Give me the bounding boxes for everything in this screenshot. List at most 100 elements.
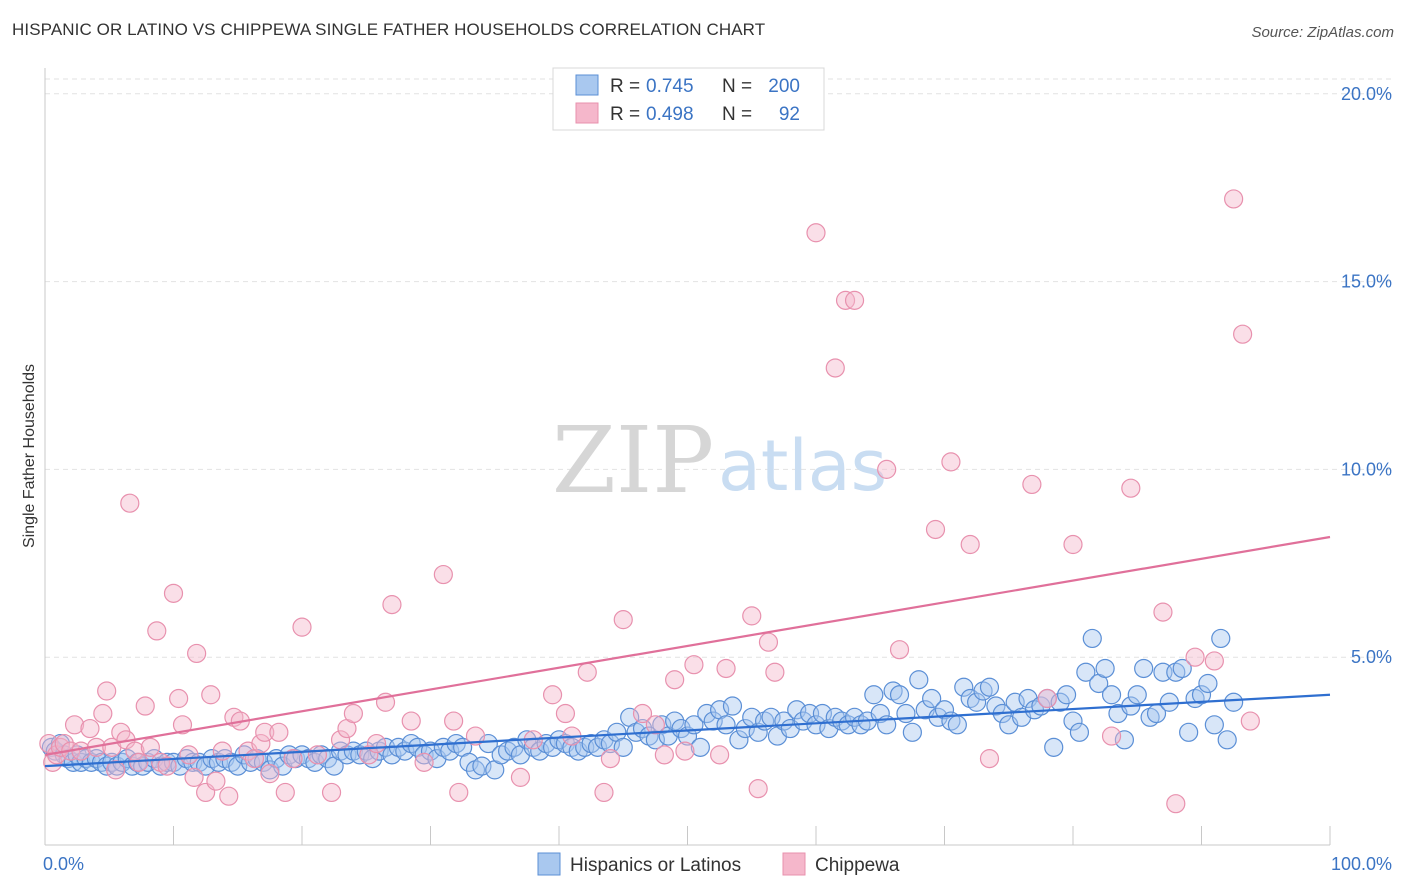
hispanics-point-152 [986, 696, 1006, 716]
chippewa-point-11 [97, 681, 117, 701]
chippewa-point-102 [1233, 324, 1253, 344]
legend-n-value-2: 92 [779, 104, 800, 125]
chippewa-point-93 [1037, 688, 1057, 709]
hispanics-point-151 [979, 677, 1000, 697]
hispanics-point-175 [1134, 658, 1154, 679]
hispanics-point-106 [690, 737, 710, 757]
chippewa-point-58 [444, 711, 464, 731]
chippewa-point-78 [742, 606, 762, 626]
chippewa-point-67 [594, 782, 614, 803]
top-legend: R = 0.745 N = 200 R = 0.498 N = 92 [552, 67, 825, 131]
hispanics-point-149 [967, 692, 987, 712]
hispanics-point-147 [954, 677, 974, 697]
chippewa-point-81 [765, 662, 785, 682]
chippewa-point-86 [877, 459, 897, 479]
series-chippewa-points [39, 189, 1260, 814]
hispanics-point-46 [305, 752, 325, 772]
tick-labels: 5.0% 10.0% 15.0% 20.0% 0.0% 100.0% [43, 84, 1392, 874]
trend-lines [44, 535, 1331, 768]
hispanics-point-144 [934, 700, 955, 720]
chippewa-point-97 [1153, 602, 1173, 622]
chippewa-point-16 [120, 493, 140, 513]
hispanics-point-34 [228, 756, 248, 776]
chippewa-point-46 [307, 745, 328, 765]
chippewa-point-96 [1121, 478, 1141, 498]
bottom-legend-label-hispanics: Hispanics or Latinos [570, 855, 741, 876]
chippewa-point-82 [806, 223, 826, 243]
chippewa-point-95 [1101, 726, 1122, 746]
chippewa-point-34 [219, 786, 239, 806]
legend-swatch-blue [575, 74, 599, 96]
y-axis-label: Single Father Households [21, 364, 38, 548]
hispanics-point-184 [1191, 685, 1212, 705]
chippewa-point-19 [135, 696, 155, 716]
y-tick-label-1: 10.0% [1341, 459, 1392, 479]
chippewa-point-77 [716, 658, 736, 679]
chippewa-point-90 [960, 534, 980, 555]
chippewa-point-8 [80, 718, 100, 739]
chippewa-point-79 [748, 779, 768, 799]
hispanics-point-122 [793, 711, 813, 731]
watermark-zip: ZIP [552, 407, 714, 514]
chippewa-point-28 [184, 767, 204, 787]
hispanics-point-182 [1179, 722, 1199, 742]
chippewa-point-10 [93, 703, 113, 724]
chippewa-point-13 [106, 760, 126, 780]
chippewa-point-73 [665, 670, 685, 690]
hispanics-point-162 [1050, 692, 1070, 712]
chippewa-point-92 [1022, 474, 1042, 495]
hispanics-point-187 [1211, 628, 1231, 649]
chippewa-point-32 [206, 771, 226, 791]
trend-line-hispanics [44, 693, 1331, 768]
chippewa-point-27 [179, 745, 199, 765]
hispanics-point-167 [1082, 628, 1102, 649]
chippewa-point-41 [260, 764, 280, 784]
hispanics-point-188 [1217, 730, 1237, 750]
chippewa-point-69 [613, 610, 633, 630]
chippewa-point-88 [925, 519, 946, 540]
chippewa-point-44 [283, 749, 303, 769]
legend-swatch-pink [575, 102, 599, 124]
axes [44, 68, 1331, 846]
hispanics-point-169 [1095, 658, 1115, 679]
hispanics-point-103 [671, 718, 691, 739]
bottom-legend: Hispanics or Latinos Chippewa [537, 852, 900, 876]
chippewa-point-23 [157, 756, 177, 776]
hispanics-point-174 [1127, 685, 1147, 705]
chippewa-point-68 [600, 749, 621, 769]
bottom-legend-swatch-blue [537, 852, 561, 876]
chippewa-point-50 [343, 703, 363, 724]
hispanics-point-111 [722, 696, 743, 716]
chippewa-point-21 [147, 621, 167, 641]
chippewa-point-103 [1240, 711, 1260, 731]
chippewa-point-47 [321, 782, 342, 803]
hispanics-point-100 [652, 715, 672, 735]
hispanics-point-161 [1044, 737, 1064, 757]
chippewa-point-43 [275, 782, 295, 803]
legend-r-value-1: 0.745 [646, 76, 694, 97]
chippewa-point-39 [251, 733, 271, 754]
chippewa-point-98 [1166, 794, 1186, 814]
chippewa-point-25 [169, 688, 189, 709]
bottom-legend-label-chippewa: Chippewa [815, 855, 900, 876]
chippewa-point-26 [172, 715, 193, 735]
hispanics-point-72 [472, 756, 492, 776]
hispanics-point-121 [787, 700, 807, 720]
chippewa-point-57 [433, 564, 453, 585]
hispanics-point-70 [459, 752, 479, 772]
legend-n-value-1: 200 [768, 76, 800, 97]
chippewa-point-60 [465, 726, 486, 746]
chippewa-point-45 [292, 617, 312, 637]
chippewa-point-94 [1063, 534, 1083, 555]
y-tick-label-2: 15.0% [1341, 272, 1392, 292]
y-tick-label-0: 5.0% [1351, 647, 1392, 667]
x-tick-label-1: 100.0% [1331, 854, 1392, 874]
chippewa-point-87 [889, 640, 910, 660]
chippewa-point-51 [359, 745, 379, 765]
hispanics-point-137 [889, 685, 910, 705]
grid-lines [45, 78, 1392, 658]
chippewa-point-100 [1204, 651, 1224, 671]
hispanics-point-139 [902, 722, 922, 742]
chippewa-point-64 [555, 703, 576, 724]
